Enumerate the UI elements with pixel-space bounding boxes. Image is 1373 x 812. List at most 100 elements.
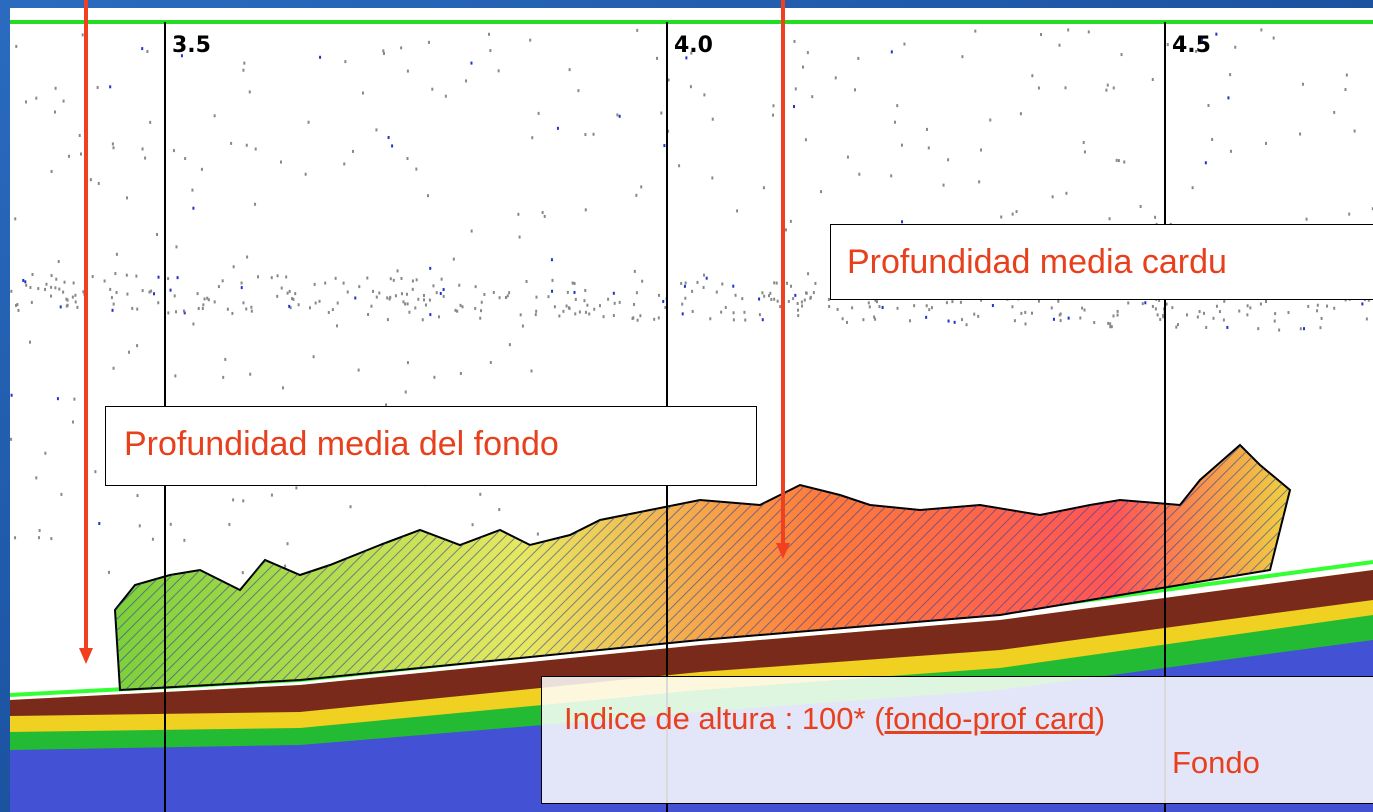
speckle — [1333, 110, 1336, 114]
speckle — [1030, 311, 1033, 315]
speckle — [858, 172, 861, 176]
speckle — [1067, 28, 1070, 32]
speckle — [1299, 327, 1302, 331]
speckle — [734, 293, 737, 297]
formula-box: Indice de altura : 100* (fondo-prof card… — [541, 676, 1373, 804]
speckle — [809, 296, 812, 300]
speckle — [530, 369, 533, 373]
speckle — [126, 292, 129, 296]
speckle — [1361, 302, 1364, 306]
speckle — [531, 136, 534, 140]
speckle — [1234, 45, 1237, 49]
speckle — [758, 313, 761, 317]
speckle — [404, 302, 407, 306]
speckle — [636, 28, 639, 32]
speckle — [55, 277, 58, 281]
speckle — [796, 302, 799, 306]
school-hatch — [115, 445, 1290, 690]
speckle — [541, 210, 544, 214]
speckle — [586, 303, 589, 307]
speckle — [1246, 304, 1249, 308]
formula-numerator: fondo-prof card — [884, 701, 1095, 736]
speckle — [874, 298, 877, 302]
speckle — [571, 281, 574, 285]
speckle — [804, 138, 807, 142]
speckle — [336, 324, 339, 328]
speckle — [240, 281, 243, 285]
speckle — [805, 291, 808, 295]
speckle — [534, 313, 537, 317]
speckle — [474, 306, 477, 310]
speckle — [928, 308, 931, 312]
speckle — [429, 313, 432, 317]
speckle — [550, 258, 553, 262]
speckle — [173, 294, 176, 298]
speckle — [125, 273, 128, 277]
formula-text: ) — [1094, 701, 1106, 736]
speckle — [73, 397, 76, 401]
speckle — [961, 318, 964, 322]
speckle — [343, 162, 346, 166]
speckle — [248, 90, 251, 94]
speckle — [221, 279, 224, 283]
speckle — [89, 178, 92, 182]
speckle — [424, 303, 427, 307]
speckle — [427, 194, 430, 198]
speckle — [176, 276, 179, 280]
speckle — [203, 297, 206, 301]
speckle — [1116, 309, 1119, 313]
speckle — [1156, 313, 1159, 317]
speckle — [1115, 158, 1118, 162]
speckle — [284, 564, 287, 568]
speckle — [1227, 96, 1230, 100]
speckle — [989, 118, 992, 122]
speckle — [294, 292, 297, 296]
speckle — [779, 305, 782, 309]
speckle — [54, 286, 57, 290]
speckle — [573, 290, 576, 294]
speckle — [44, 287, 47, 291]
speckle — [685, 56, 688, 60]
annotation-box: Profundidad media cardu — [830, 224, 1373, 300]
bottom-brown — [10, 570, 1373, 716]
speckle — [588, 312, 591, 316]
speckle — [15, 304, 18, 308]
speckle — [784, 228, 787, 232]
axis-label: 4.0 — [674, 33, 713, 58]
speckle — [1051, 195, 1054, 199]
speckle — [543, 214, 546, 218]
speckle — [1139, 204, 1142, 208]
speckle — [17, 308, 20, 312]
speckle — [183, 538, 186, 542]
speckle — [841, 317, 844, 321]
speckle — [1081, 306, 1084, 310]
speckle — [1316, 309, 1319, 313]
speckle — [721, 282, 724, 286]
speckle — [400, 46, 403, 50]
speckle — [442, 288, 445, 292]
speckle — [149, 120, 152, 124]
speckle — [1273, 319, 1276, 323]
speckle — [1223, 299, 1226, 303]
speckle — [167, 311, 170, 315]
speckle — [1020, 311, 1023, 315]
speckle — [618, 114, 621, 118]
speckle — [498, 508, 501, 512]
speckle — [593, 307, 596, 311]
speckle — [1013, 319, 1016, 323]
speckle — [980, 148, 983, 152]
speckle — [635, 291, 638, 295]
speckle — [352, 149, 355, 153]
speckle — [800, 300, 803, 304]
speckle — [57, 260, 60, 264]
speckle — [37, 536, 40, 540]
speckle — [953, 320, 956, 324]
speckle — [794, 293, 797, 297]
speckle — [72, 281, 75, 285]
speckle — [474, 285, 477, 289]
speckle — [240, 286, 243, 290]
speckle — [584, 133, 587, 137]
speckle — [631, 317, 634, 321]
speckle — [392, 278, 395, 282]
speckle — [71, 295, 74, 299]
